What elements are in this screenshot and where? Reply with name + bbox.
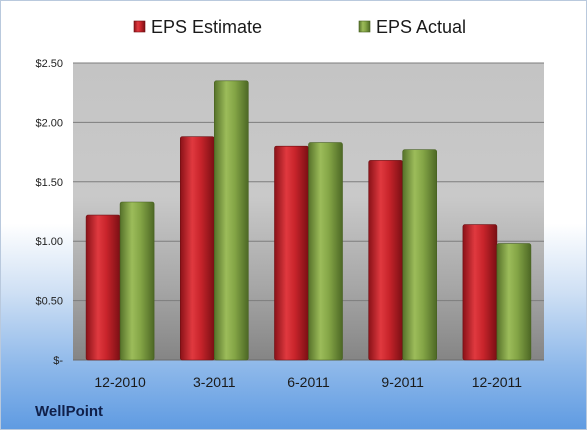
legend: EPS Estimate EPS Actual: [133, 17, 466, 37]
y-tick-label: $-: [53, 355, 63, 367]
bar-eps-actual: [496, 243, 532, 361]
bar-eps-estimate: [85, 214, 121, 361]
y-tick-label: $1.50: [35, 177, 63, 189]
bars: [85, 80, 532, 361]
y-tick-label: $1.00: [35, 236, 63, 248]
y-tick-label: $0.50: [35, 296, 63, 308]
bar-eps-estimate: [368, 160, 404, 361]
bar-eps-actual: [119, 201, 155, 361]
legend-label: EPS Actual: [376, 17, 466, 37]
x-tick-label: 12-2010: [94, 374, 146, 390]
y-axis-ticks: $- $0.50 $1.00 $1.50 $2.00 $2.50: [35, 58, 63, 367]
legend-swatch: [358, 20, 371, 33]
y-tick-label: $2.00: [35, 117, 63, 129]
legend-label: EPS Estimate: [151, 17, 262, 37]
bar-eps-actual: [402, 149, 438, 361]
y-tick-label: $2.50: [35, 58, 63, 70]
x-tick-label: 12-2011: [472, 374, 523, 390]
x-axis-ticks: 12-2010 3-2011 6-2011 9-2011 12-2011: [94, 374, 522, 390]
bar-eps-actual: [308, 142, 343, 361]
x-tick-label: 6-2011: [287, 374, 330, 390]
x-tick-label: 9-2011: [381, 374, 424, 390]
legend-swatch: [133, 20, 146, 33]
bar-eps-estimate: [462, 224, 498, 361]
company-label: WellPoint: [35, 403, 104, 420]
bar-eps-estimate: [274, 145, 309, 361]
bar-eps-actual: [214, 80, 249, 361]
bar-eps-estimate: [180, 136, 215, 361]
x-tick-label: 3-2011: [193, 374, 236, 390]
